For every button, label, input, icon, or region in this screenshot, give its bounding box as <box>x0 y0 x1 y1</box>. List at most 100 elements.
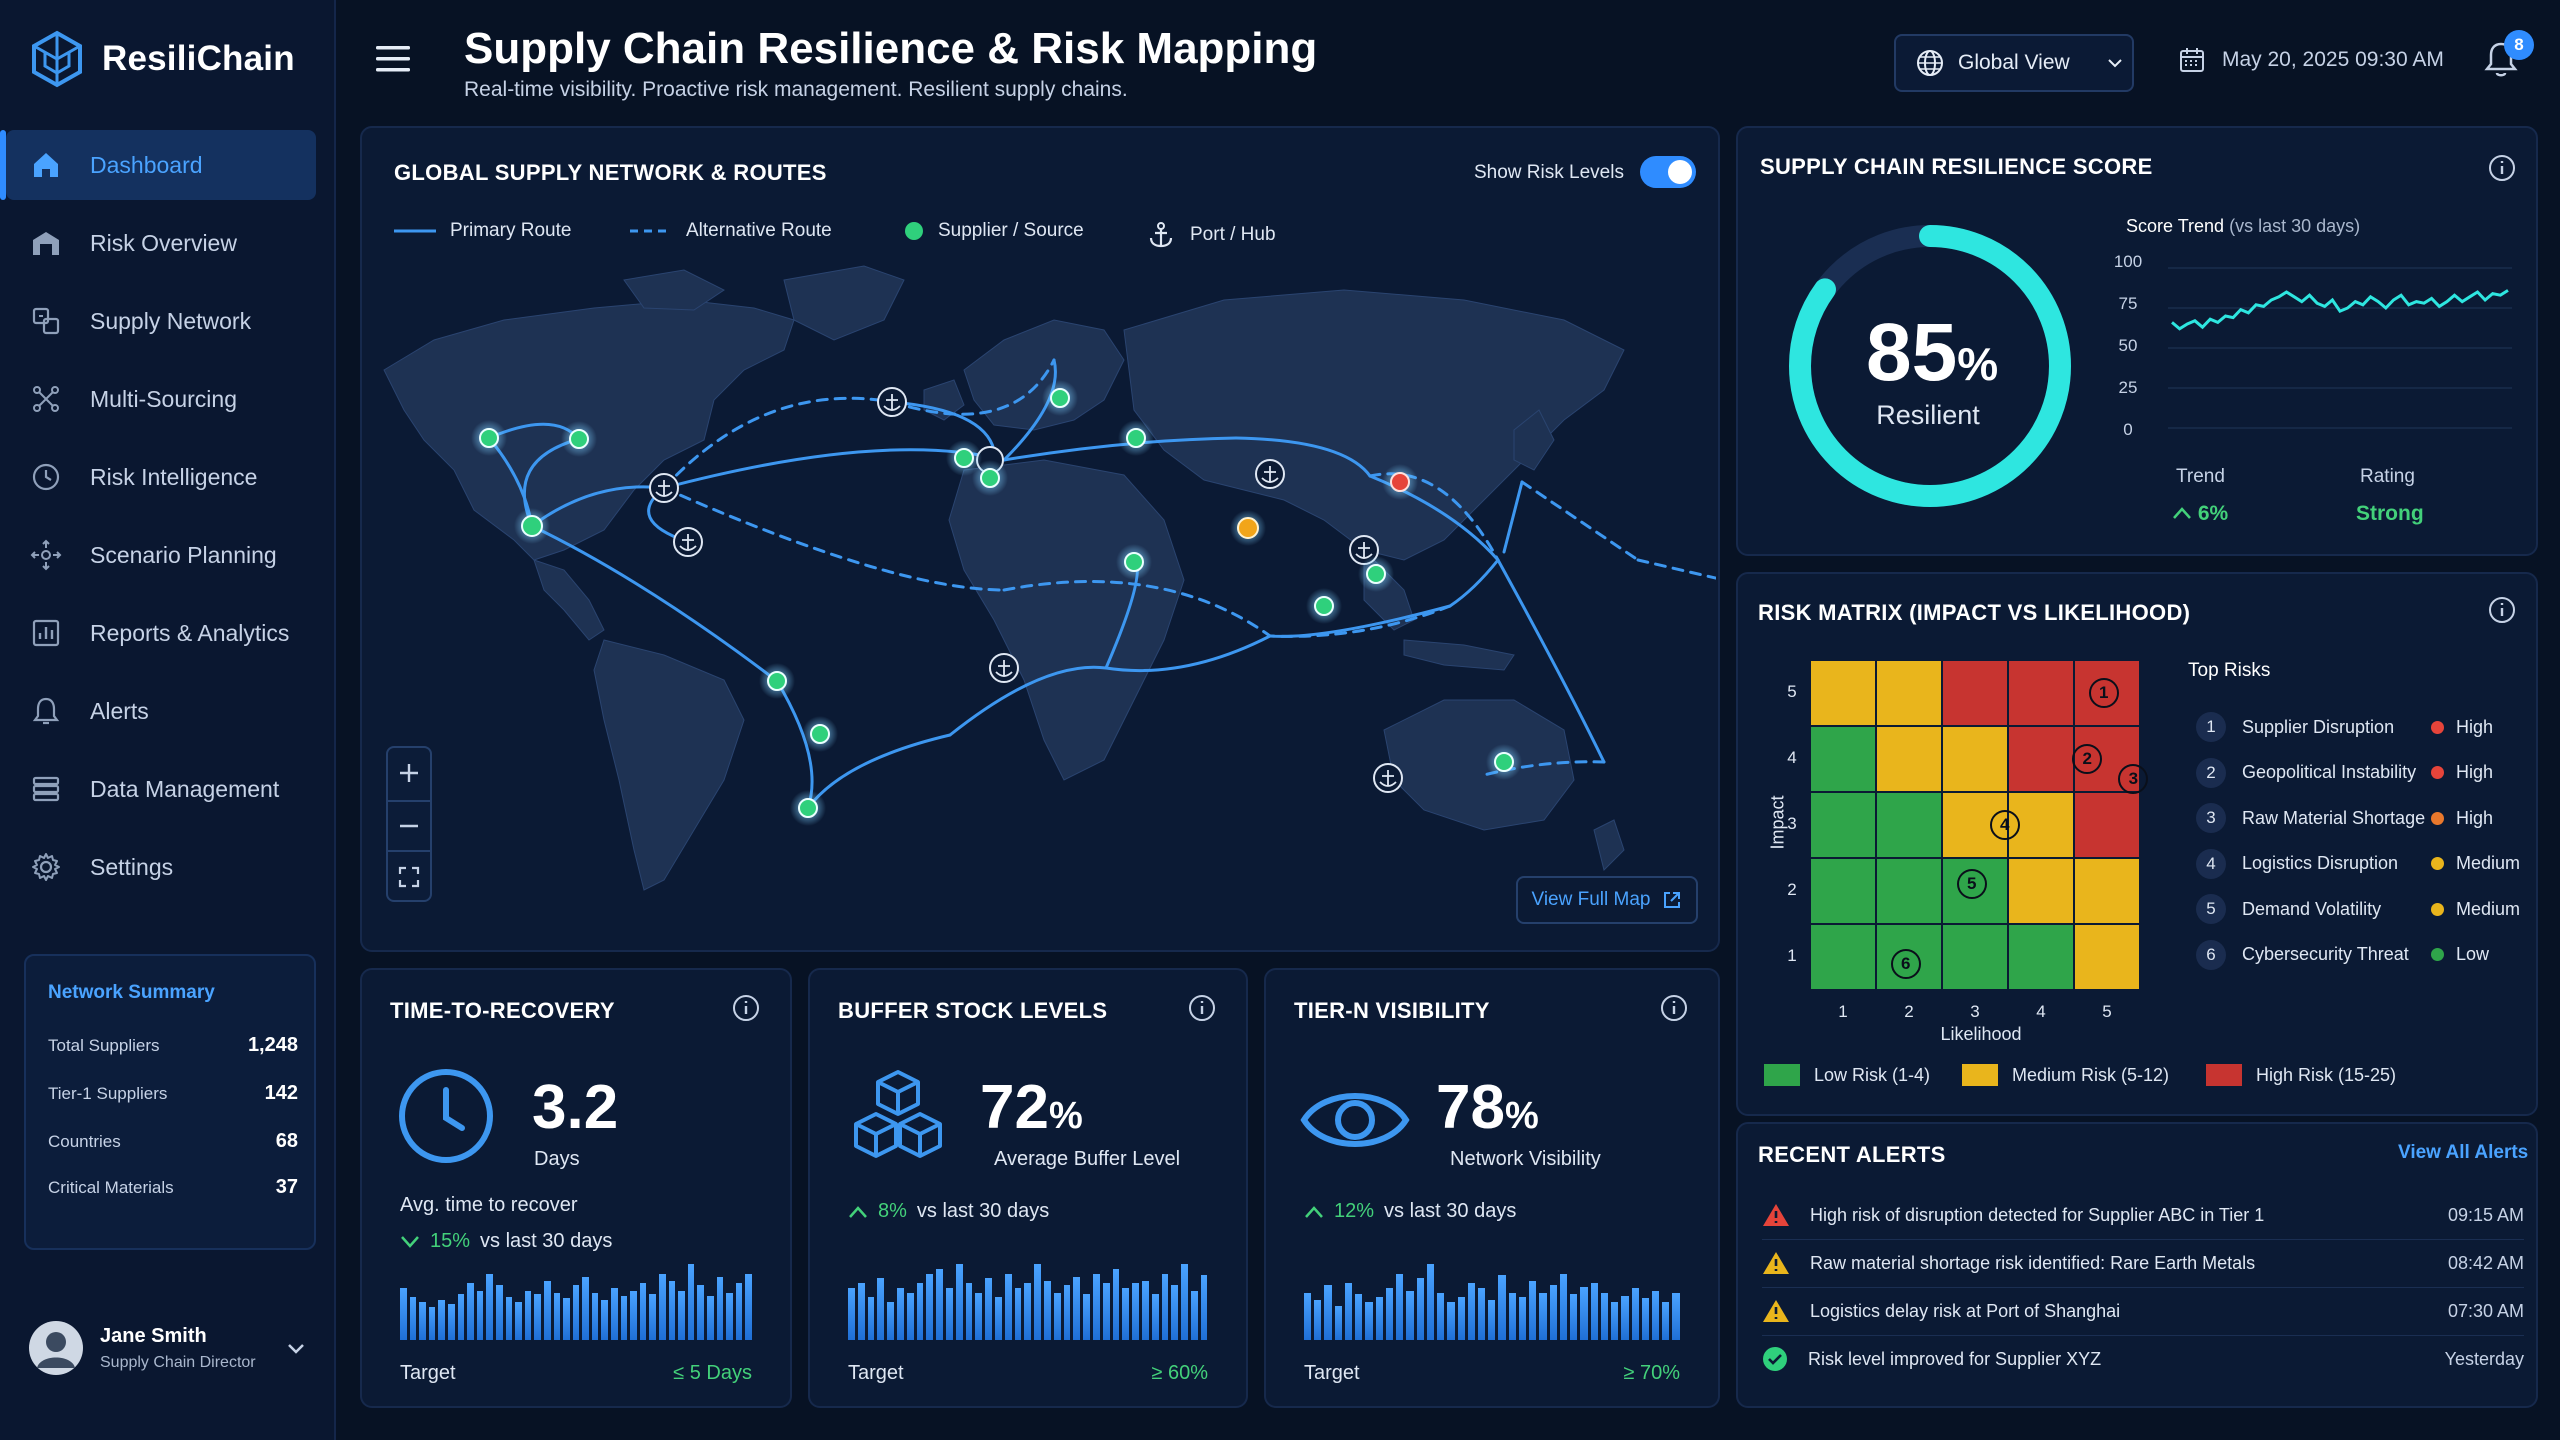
nav-item-multi-sourcing[interactable]: Multi-Sourcing <box>6 364 316 434</box>
matrix-cell-high[interactable] <box>2074 792 2140 858</box>
nav-item-reports-analytics[interactable]: Reports & Analytics <box>6 598 316 668</box>
nav-item-risk-overview[interactable]: Risk Overview <box>6 208 316 278</box>
top-risk-row[interactable]: 2 Geopolitical Instability High <box>2196 757 2526 788</box>
kpi-bar <box>867 1297 875 1340</box>
top-risk-row[interactable]: 5 Demand Volatility Medium <box>2196 894 2526 924</box>
matrix-cell-high[interactable] <box>1942 660 2008 726</box>
matrix-cell-low[interactable] <box>1876 858 1942 924</box>
top-risk-row[interactable]: 6 Cybersecurity Threat Low <box>2196 939 2526 970</box>
nav-item-settings[interactable]: Settings <box>6 832 316 902</box>
summary-label: Tier-1 Suppliers <box>48 1084 168 1103</box>
kpi-description: Avg. time to recover <box>400 1194 578 1216</box>
risk-matrix-title: RISK MATRIX (IMPACT VS LIKELIHOOD) <box>1758 600 2191 625</box>
nav-item-dashboard[interactable]: Dashboard <box>0 130 316 200</box>
nav-item-supply-network[interactable]: Supply Network <box>6 286 316 356</box>
alert-item[interactable]: Risk level improved for Supplier XYZ Yest… <box>1762 1339 2524 1379</box>
matrix-cell-medium[interactable] <box>1876 660 1942 726</box>
impact-tick: 4 <box>1787 748 1797 767</box>
risk-marker[interactable]: 1 <box>2088 678 2119 708</box>
multi-sourcing-icon <box>33 386 59 412</box>
sidebar: ResiliChain Dashboard Risk Overview Supply… <box>0 0 336 1440</box>
nav-item-risk-intelligence[interactable]: Risk Intelligence <box>6 442 316 512</box>
matrix-cell-low[interactable] <box>1810 792 1876 858</box>
impact-tick: 5 <box>1787 682 1797 701</box>
alert-item[interactable]: Raw material shortage risk identified: R… <box>1762 1243 2524 1283</box>
matrix-cell-low[interactable] <box>1810 726 1876 792</box>
info-icon[interactable] <box>2488 596 2516 624</box>
kpi-bar <box>1151 1294 1159 1340</box>
hamburger-menu-icon[interactable] <box>376 44 412 74</box>
scenario-icon <box>30 539 62 571</box>
fullscreen-button[interactable] <box>388 852 430 902</box>
kpi-bar <box>1498 1275 1506 1340</box>
zoom-in-button[interactable] <box>388 748 430 798</box>
matrix-cell-medium[interactable] <box>2074 924 2140 990</box>
matrix-cell-medium[interactable] <box>2074 858 2140 924</box>
nav-label: Data Management <box>90 775 280 802</box>
kpi-bar <box>639 1283 647 1340</box>
kpi-bar <box>409 1297 417 1340</box>
clock-icon <box>32 463 60 491</box>
risk-marker[interactable]: 2 <box>2072 744 2103 774</box>
kpi-change-text: vs last 30 days <box>1384 1200 1517 1222</box>
likelihood-tick: 3 <box>1970 1002 1980 1021</box>
world-map[interactable] <box>364 260 1716 900</box>
matrix-cell-high[interactable] <box>2008 660 2074 726</box>
network-icon <box>32 307 60 335</box>
view-full-map-button[interactable]: View Full Map <box>1516 876 1698 924</box>
risk-marker[interactable]: 3 <box>2118 763 2149 794</box>
view-all-alerts-link[interactable]: View All Alerts <box>2398 1142 2529 1163</box>
nav-item-alerts[interactable]: Alerts <box>6 676 316 746</box>
user-menu[interactable]: Jane Smith Supply Chain Director <box>28 1320 308 1376</box>
alert-item[interactable]: High risk of disruption detected for Sup… <box>1762 1195 2524 1235</box>
info-icon[interactable] <box>732 994 760 1022</box>
supplier-nodes[interactable] <box>471 380 1522 826</box>
view-select[interactable]: Global View <box>1894 34 2134 92</box>
risk-marker[interactable]: 6 <box>1890 948 1921 979</box>
risk-marker[interactable]: 5 <box>1956 869 1987 900</box>
nav-item-scenario-planning[interactable]: Scenario Planning <box>6 520 316 590</box>
alert-item[interactable]: Logistics delay risk at Port of Shanghai… <box>1762 1291 2524 1331</box>
port-hubs[interactable] <box>649 387 1403 793</box>
matrix-cell-medium[interactable] <box>2008 858 2074 924</box>
matrix-cell-low[interactable] <box>1810 924 1876 990</box>
matrix-cell-high[interactable] <box>2008 726 2074 792</box>
summary-row: Countries 68 <box>48 1130 298 1153</box>
nav-item-data-management[interactable]: Data Management <box>6 754 316 824</box>
risk-levels-toggle[interactable] <box>1640 156 1696 188</box>
score-label: Resilient <box>1876 400 1980 430</box>
kpi-target-label: Target <box>848 1362 904 1384</box>
matrix-cell-low[interactable] <box>1876 792 1942 858</box>
matrix-cell-low[interactable] <box>1810 858 1876 924</box>
kpi-bar <box>745 1273 752 1340</box>
alert-text: High risk of disruption detected for Sup… <box>1810 1204 2265 1225</box>
matrix-cell-medium[interactable] <box>1876 726 1942 792</box>
matrix-cell-medium[interactable] <box>1810 660 1876 726</box>
kpi-target-label: Target <box>400 1362 456 1384</box>
kpi-bar <box>1488 1300 1496 1340</box>
summary-label: Total Suppliers <box>48 1036 160 1055</box>
matrix-cell-low[interactable] <box>2008 924 2074 990</box>
kpi-target-value: ≥ 70% <box>1623 1362 1680 1384</box>
top-risk-row[interactable]: 1 Supplier Disruption High <box>2196 712 2526 742</box>
matrix-cell-medium[interactable] <box>1942 726 2008 792</box>
chevron-down-icon[interactable] <box>284 1336 308 1360</box>
alert-text: Risk level improved for Supplier XYZ <box>1808 1348 2102 1369</box>
kpi-target-value: ≤ 5 Days <box>673 1362 752 1384</box>
kpi-bar <box>1662 1302 1670 1340</box>
info-icon[interactable] <box>2488 154 2516 182</box>
top-risk-row[interactable]: 4 Logistics Disruption Medium <box>2196 848 2526 879</box>
matrix-cell-low[interactable] <box>1942 924 2008 990</box>
kpi-card-panel <box>808 968 1248 1408</box>
risk-number: 1 <box>2196 712 2226 742</box>
alert-time: 09:15 AM <box>2447 1204 2524 1225</box>
summary-row: Tier-1 Suppliers 142 <box>48 1082 298 1105</box>
info-icon[interactable] <box>1188 994 1216 1022</box>
risk-marker[interactable]: 4 <box>1989 810 2020 840</box>
info-icon[interactable] <box>1660 994 1688 1022</box>
brand[interactable]: ResiliChain <box>30 30 295 88</box>
top-risk-row[interactable]: 3 Raw Material Shortage High <box>2196 803 2526 833</box>
eye-icon <box>1300 1093 1410 1147</box>
summary-value: 142 <box>264 1082 298 1104</box>
zoom-out-button[interactable] <box>388 800 430 852</box>
